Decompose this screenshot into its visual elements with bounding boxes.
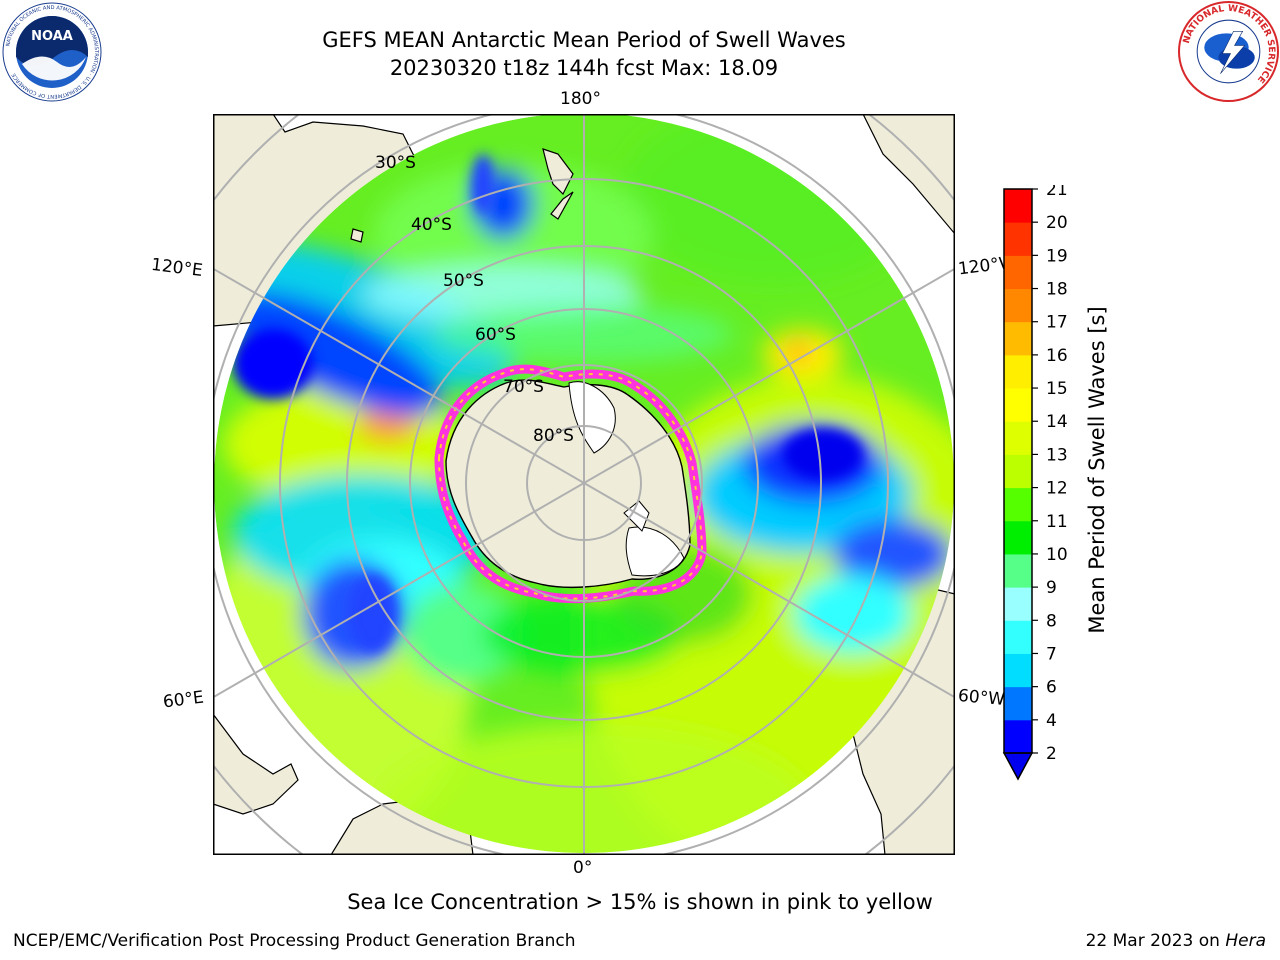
colorbar-swatch — [1004, 487, 1032, 522]
lat-label-60s: 60°S — [475, 325, 516, 345]
lat-label-80s: 80°S — [533, 426, 574, 446]
colorbar-tick-label: 17 — [1046, 313, 1068, 333]
colorbar-swatch — [1004, 520, 1032, 555]
colorbar-tick-label: 7 — [1046, 644, 1057, 664]
colorbar-swatch — [1004, 553, 1032, 588]
colorbar-tick-label: 19 — [1046, 246, 1068, 266]
colorbar-tick-label: 12 — [1046, 479, 1068, 499]
colorbar-tick-label: 11 — [1046, 512, 1068, 532]
colorbar-tick-label: 9 — [1046, 578, 1057, 598]
colorbar-tick-label: 16 — [1046, 346, 1068, 366]
colorbar-swatch — [1004, 454, 1032, 489]
footer-producer: NCEP/EMC/Verification Post Processing Pr… — [13, 931, 576, 951]
colorbar-swatch — [1004, 653, 1032, 688]
nws-logo: NATIONAL WEATHER SERVICE — [1178, 1, 1279, 102]
colorbar-swatch — [1004, 719, 1032, 754]
colorbar-tick-label: 8 — [1046, 611, 1057, 631]
polar-stereographic-map: 30°S 40°S 50°S 60°S 70°S 80°S — [213, 114, 955, 855]
footer-date: 22 Mar 2023 on Hera — [1085, 931, 1266, 951]
lat-label-50s: 50°S — [443, 271, 484, 291]
lon-label-180: 180° — [560, 89, 601, 109]
colorbar-swatch — [1004, 255, 1032, 290]
colorbar-tick-label: 2 — [1046, 744, 1057, 764]
lat-label-40s: 40°S — [411, 215, 452, 235]
noaa-logo: NATIONAL OCEANIC AND ATMOSPHERIC ADMINIS… — [2, 2, 102, 102]
lon-label-0: 0° — [573, 858, 593, 878]
colorbar-swatch — [1004, 354, 1032, 389]
colorbar-tick-label: 6 — [1046, 678, 1057, 698]
colorbar-swatch — [1004, 189, 1032, 223]
colorbar-label: Mean Period of Swell Waves [s] — [1085, 306, 1109, 634]
lat-label-30s: 30°S — [375, 153, 416, 173]
colorbar-outline — [1003, 188, 1033, 754]
new-zealand — [350, 148, 574, 243]
antarctica — [434, 364, 707, 604]
graticule — [213, 114, 955, 855]
colorbar-swatch — [1004, 620, 1032, 654]
lon-label-120e: 120°E — [149, 254, 204, 282]
lon-label-60w: 60°W — [957, 685, 1006, 711]
colorbar-swatch — [1004, 686, 1032, 721]
colorbar-tick-label: 13 — [1046, 445, 1068, 465]
colorbar-swatch — [1004, 388, 1032, 422]
chart-title: GEFS MEAN Antarctic Mean Period of Swell… — [322, 28, 846, 52]
colorbar-swatch — [1004, 587, 1032, 621]
colorbar-tick-label: 10 — [1046, 545, 1068, 565]
colorbar-tick-label: 14 — [1046, 412, 1068, 432]
colorbar-tick-label: 21 — [1046, 185, 1068, 200]
svg-text:NOAA: NOAA — [31, 29, 73, 44]
colorbar-tick-label: 4 — [1046, 711, 1057, 731]
chart-subtitle: 20230320 t18z 144h fcst Max: 18.09 — [389, 56, 779, 80]
lon-label-60e: 60°E — [161, 687, 205, 713]
colorbar-swatch — [1004, 421, 1032, 455]
colorbar-swatch — [1004, 288, 1032, 323]
footer-machine: Hera — [1225, 931, 1266, 951]
colorbar-tick-label: 15 — [1046, 379, 1068, 399]
colorbar-extend-arrow — [1002, 752, 1034, 781]
sea-ice-caption: Sea Ice Concentration > 15% is shown in … — [347, 890, 933, 914]
colorbar-swatch — [1004, 222, 1032, 256]
colorbar-swatch — [1004, 321, 1032, 356]
colorbar: 2 4 6 7 8 9 10 11 12 13 14 15 16 17 18 19 20 21 — [1002, 185, 1068, 781]
colorbar-tick-label: 18 — [1046, 280, 1068, 300]
lat-label-70s: 70°S — [503, 377, 544, 397]
colorbar-tick-label: 20 — [1046, 213, 1068, 233]
